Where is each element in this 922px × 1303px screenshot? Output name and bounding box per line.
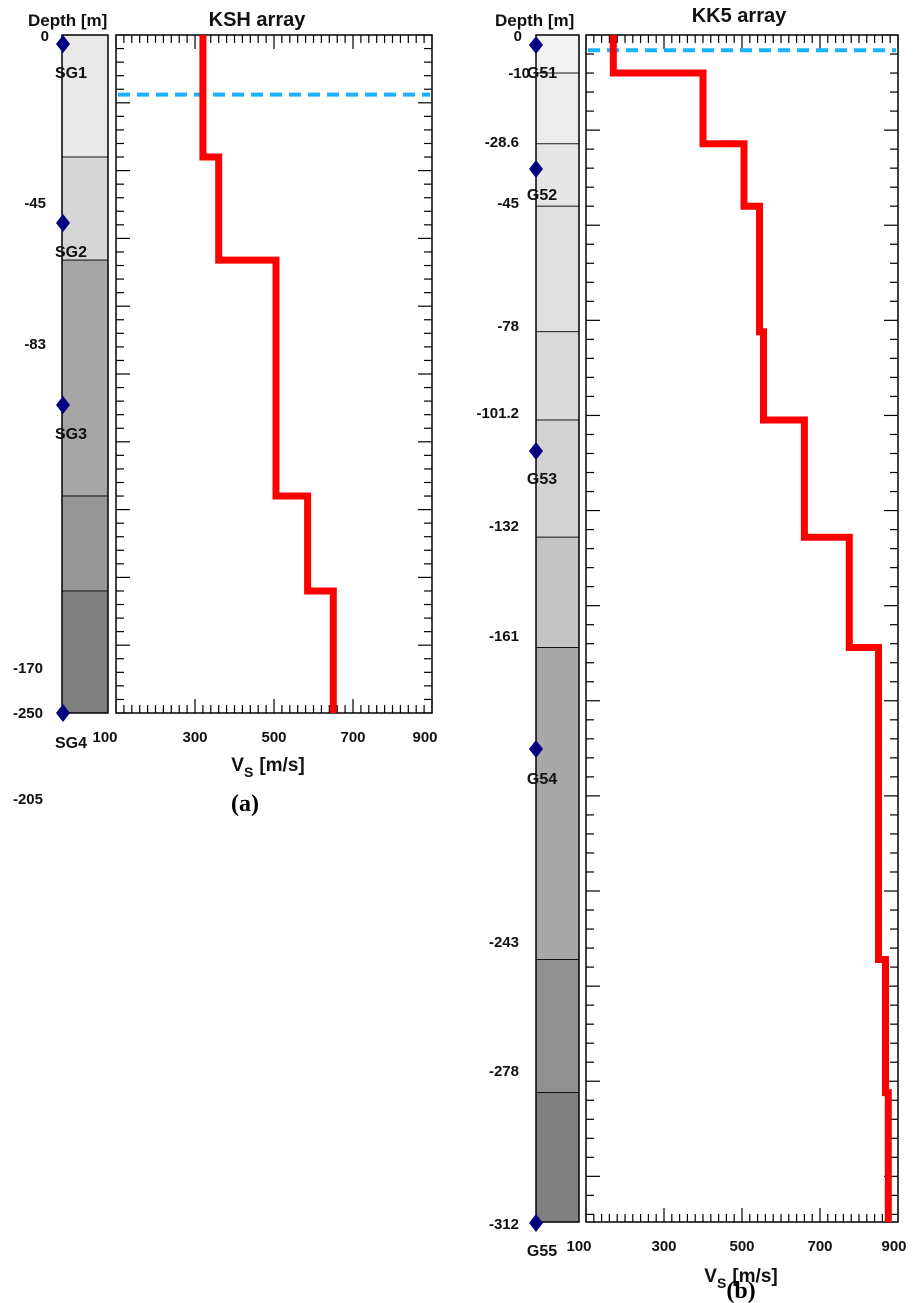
x-axis-label-sub: S bbox=[244, 764, 253, 780]
chart-marks-a bbox=[118, 35, 430, 713]
sensor-marker-icon bbox=[529, 160, 543, 178]
soil-layer bbox=[61, 495, 109, 592]
sensor-label: G55 bbox=[527, 1243, 557, 1260]
depth-axis-label-b: Depth [m] bbox=[495, 11, 574, 30]
depth-column-border-a bbox=[61, 34, 109, 714]
sensor-label: SG3 bbox=[55, 426, 87, 443]
sensor-label: G53 bbox=[527, 471, 557, 488]
depth-label: -312 bbox=[489, 1216, 519, 1233]
layer-depth-labels-b: 0 -10 -28.6 -45 -78 -101.2 -132 -161 -24… bbox=[476, 28, 530, 1233]
sensor-marker-icon bbox=[56, 214, 70, 232]
soil-layer bbox=[535, 647, 580, 960]
sensor-marker-icon bbox=[529, 740, 543, 758]
x-tick-labels-a: 100 300 500 700 900 bbox=[92, 729, 437, 746]
sensor-marker-icon bbox=[529, 442, 543, 460]
soil-layer bbox=[535, 419, 580, 538]
sensors-a: SG1 SG2 SG3 SG4 bbox=[55, 35, 87, 752]
depth-label: -132 bbox=[489, 518, 519, 535]
sensors-b: G51 G52 G53 G54 G55 bbox=[527, 36, 557, 1260]
depth-label: -101.2 bbox=[476, 405, 519, 422]
depth-label: -170 bbox=[13, 660, 43, 677]
depth-column-a bbox=[61, 34, 109, 714]
x-axis-label-main: V bbox=[231, 755, 244, 776]
panel-caption-b: (b) bbox=[726, 1278, 755, 1303]
depth-label: 0 bbox=[514, 28, 522, 45]
x-axis-label-main: V bbox=[704, 1266, 717, 1287]
sensor-label: SG4 bbox=[55, 735, 87, 752]
x-tick-label: 300 bbox=[651, 1238, 676, 1255]
x-tick-label: 500 bbox=[729, 1238, 754, 1255]
chart-title-b: KK5 array bbox=[692, 5, 787, 27]
x-tick-label: 700 bbox=[340, 729, 365, 746]
depth-label: -78 bbox=[497, 318, 519, 335]
soil-layer bbox=[61, 34, 109, 158]
sensor-label: G54 bbox=[527, 771, 557, 788]
soil-layer bbox=[535, 959, 580, 1094]
soil-layer bbox=[535, 1092, 580, 1223]
depth-label: -250 bbox=[13, 705, 43, 722]
depth-label: -161 bbox=[489, 628, 519, 645]
depth-axis-label-a: Depth [m] bbox=[28, 11, 107, 30]
x-axis-label-units: [m/s] bbox=[732, 1266, 777, 1287]
plot-area-b bbox=[585, 34, 899, 1223]
depth-label: -45 bbox=[24, 195, 46, 212]
plot-area-a bbox=[115, 34, 433, 714]
soil-layer bbox=[61, 259, 109, 497]
soil-layer bbox=[535, 143, 580, 207]
soil-layer bbox=[535, 536, 580, 648]
x-tick-label: 300 bbox=[182, 729, 207, 746]
depth-column-b bbox=[535, 34, 580, 1223]
vs-profile-line bbox=[609, 35, 892, 1222]
x-tick-label: 100 bbox=[92, 729, 117, 746]
depth-label: -28.6 bbox=[485, 134, 519, 151]
soil-layer bbox=[535, 331, 580, 421]
depth-label: -10 bbox=[508, 65, 530, 82]
x-axis-label-b: VS [m/s] bbox=[704, 1266, 777, 1291]
sensor-label: SG2 bbox=[55, 244, 87, 261]
x-tick-label: 900 bbox=[881, 1238, 906, 1255]
sensor-marker-icon bbox=[529, 36, 543, 54]
x-tick-label: 100 bbox=[566, 1238, 591, 1255]
sensor-marker-icon bbox=[56, 35, 70, 53]
sensor-label: G51 bbox=[527, 65, 557, 82]
layer-depth-labels-a: 0 -45 -83 -170 -205 -250 bbox=[13, 28, 49, 808]
depth-label: -278 bbox=[489, 1063, 519, 1080]
x-axis-label-a: VS [m/s] bbox=[231, 755, 304, 780]
x-axis-label-units: [m/s] bbox=[259, 755, 304, 776]
chart-title-a: KSH array bbox=[209, 9, 307, 31]
sensor-label: G52 bbox=[527, 187, 557, 204]
panel-a: Depth [m] KSH array 0 -45 -83 -170 -205 … bbox=[13, 9, 438, 817]
sensor-marker-icon bbox=[529, 1214, 543, 1232]
vs-profile-line bbox=[199, 35, 337, 713]
panel-b: Depth [m] KK5 array 0 -10 -28.6 -45 -78 … bbox=[476, 5, 906, 1303]
x-tick-label: 700 bbox=[807, 1238, 832, 1255]
x-axis-label-sub: S bbox=[717, 1275, 726, 1291]
x-tick-labels-b: 100 300 500 700 900 bbox=[566, 1238, 906, 1255]
depth-column-border-b bbox=[535, 34, 580, 1223]
x-tick-label: 900 bbox=[412, 729, 437, 746]
soil-layer bbox=[535, 72, 580, 145]
sensor-label: SG1 bbox=[55, 65, 87, 82]
depth-label: -205 bbox=[13, 791, 43, 808]
soil-layer bbox=[535, 205, 580, 333]
chart-marks-b bbox=[588, 35, 896, 1222]
axis-ticks-a bbox=[115, 34, 433, 714]
depth-label: -83 bbox=[24, 336, 46, 353]
sensor-marker-icon bbox=[56, 704, 70, 722]
soil-layer bbox=[61, 590, 109, 714]
depth-label: -243 bbox=[489, 934, 519, 951]
depth-label: -45 bbox=[497, 195, 519, 212]
x-tick-label: 500 bbox=[261, 729, 286, 746]
sensor-marker-icon bbox=[56, 396, 70, 414]
depth-label: 0 bbox=[41, 28, 49, 45]
panel-caption-a: (a) bbox=[231, 791, 259, 817]
